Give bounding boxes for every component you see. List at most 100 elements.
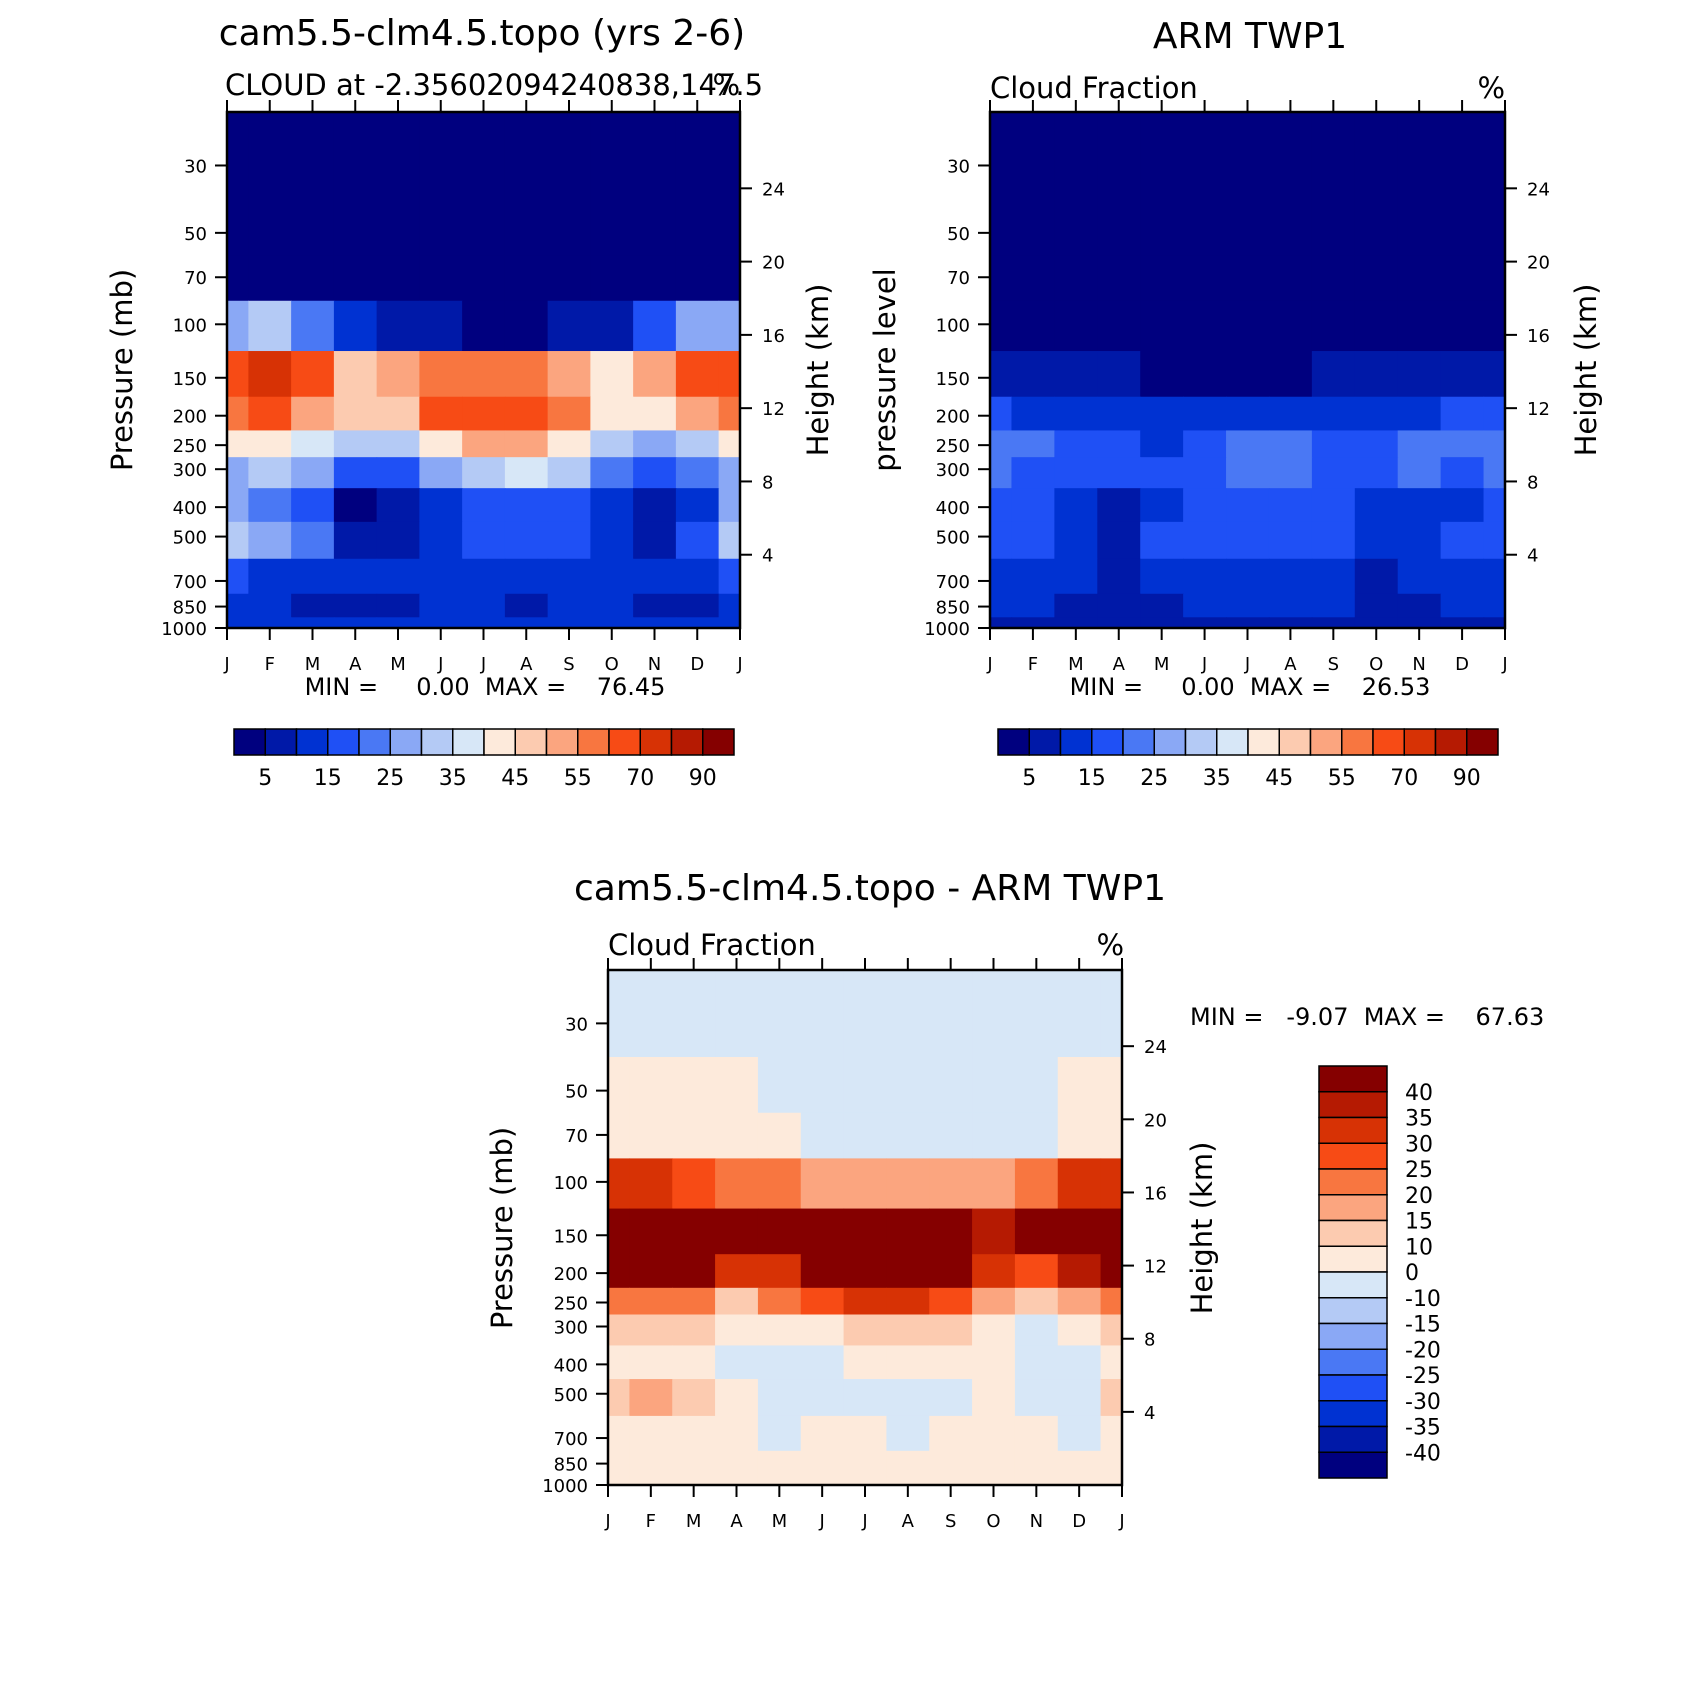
heatmap-cell xyxy=(972,1254,1016,1289)
colorbar-swatch xyxy=(1403,728,1437,756)
y-tick-label: 700 xyxy=(936,572,970,593)
heatmap-cell xyxy=(1014,1057,1059,1114)
y2-tick-label: 24 xyxy=(762,179,785,200)
x-tick-label: O xyxy=(1369,654,1383,675)
heatmap-cell xyxy=(1140,300,1184,352)
heatmap-cell xyxy=(227,488,249,523)
heatmap-cell xyxy=(718,255,741,302)
heatmap-cell xyxy=(929,1254,973,1289)
x-tick-label: J xyxy=(736,654,742,675)
colorbar-swatch xyxy=(1318,1297,1388,1325)
heatmap-cell xyxy=(800,1254,845,1289)
heatmap-cell xyxy=(1311,593,1356,618)
heatmap-cell xyxy=(1057,1379,1102,1417)
y-tick-label: 250 xyxy=(554,1294,588,1315)
heatmap-cell xyxy=(1183,457,1227,489)
y-tick-label: 850 xyxy=(173,598,207,619)
heatmap-cell xyxy=(1226,351,1270,398)
min-max-text: MIN = 0.00 MAX = 76.45 xyxy=(305,673,666,701)
x-tick-label: M xyxy=(772,1511,788,1532)
heatmap-cell xyxy=(715,1158,759,1210)
heatmap-cell xyxy=(843,1314,888,1347)
heatmap-cell xyxy=(715,1379,759,1417)
min-max-text: MIN = 0.00 MAX = 26.53 xyxy=(1070,673,1431,701)
heatmap-cell xyxy=(419,300,463,352)
heatmap-cell xyxy=(547,521,591,560)
colorbar-label: -20 xyxy=(1405,1338,1441,1363)
x-tick-label: J xyxy=(819,1511,825,1532)
heatmap-cell xyxy=(990,558,1013,595)
x-tick-label: O xyxy=(605,654,619,675)
y-tick-label: 500 xyxy=(173,528,207,549)
heatmap-cell xyxy=(990,199,1013,256)
y-tick-label: 30 xyxy=(565,1014,588,1035)
heatmap-cell xyxy=(291,430,335,458)
colorbar-swatch xyxy=(420,728,454,756)
heatmap-cell xyxy=(629,1415,673,1452)
heatmap-cell xyxy=(547,255,591,302)
colorbar-swatch xyxy=(1091,728,1124,756)
y-tick-label: 50 xyxy=(565,1082,588,1103)
heatmap-cell xyxy=(1397,255,1442,302)
heatmap-cell xyxy=(1183,558,1227,595)
colorbar-swatch xyxy=(1318,1348,1388,1376)
heatmap-cell xyxy=(1397,430,1442,458)
x-tick-label: A xyxy=(730,1511,743,1532)
frame-and-ticks: J F M A M J J A S O N D J 30 50 70 100 150 200 250 300 400 500… xyxy=(161,100,785,675)
heatmap-cell xyxy=(1226,488,1270,523)
heatmap-cell xyxy=(1226,457,1270,489)
heatmap-cell xyxy=(1097,255,1141,302)
heatmap-cell xyxy=(248,351,292,398)
heatmap-cell xyxy=(757,1450,802,1475)
colorbar-swatch xyxy=(1318,1142,1388,1170)
units-label: % xyxy=(712,68,740,102)
colorbar-label: 5 xyxy=(1022,766,1036,791)
heatmap-cell xyxy=(1014,1474,1059,1486)
heatmap-cell xyxy=(1140,351,1184,398)
heatmap-cell xyxy=(1440,558,1485,595)
heatmap-cell xyxy=(672,1208,716,1255)
heatmap-cell xyxy=(1100,1208,1123,1255)
heatmap-cell xyxy=(248,558,292,595)
x-tick-label: J xyxy=(1201,654,1207,675)
heatmap-cell xyxy=(1011,617,1055,629)
heatmap-cell xyxy=(227,558,249,595)
heatmap-cell xyxy=(248,396,292,432)
y-axis-label: Pressure (mb) xyxy=(485,1127,519,1329)
y2-tick-label: 16 xyxy=(1144,1183,1167,1204)
heatmap-cell xyxy=(504,488,549,523)
y2-tick-label: 12 xyxy=(1144,1257,1167,1278)
colorbar-label: 35 xyxy=(1203,766,1231,791)
heatmap-cell xyxy=(1226,593,1270,618)
y-tick-label: 100 xyxy=(936,315,970,336)
y2-tick-label: 20 xyxy=(1144,1110,1167,1131)
heatmap-cell xyxy=(590,521,634,560)
heatmap-cell xyxy=(1054,351,1098,398)
colorbar-label: 45 xyxy=(1265,766,1293,791)
heatmap-cell xyxy=(1354,351,1399,398)
heatmap-cell xyxy=(248,521,292,560)
x-tick-label: M xyxy=(1154,654,1170,675)
colorbar-swatch xyxy=(358,728,391,756)
heatmap-cell xyxy=(1440,457,1485,489)
heatmap-cell xyxy=(1057,970,1102,1058)
heatmap-cell xyxy=(1268,593,1313,618)
heatmap-cell xyxy=(800,1345,845,1380)
heatmap-cell xyxy=(504,593,549,618)
heatmap-cell xyxy=(886,970,930,1058)
heatmap-cell xyxy=(1140,112,1184,200)
heatmap-cell xyxy=(1097,457,1141,489)
heatmap-cell xyxy=(629,1450,673,1475)
heatmap-cell xyxy=(333,457,378,489)
heatmap-cell xyxy=(1140,593,1184,618)
heatmap-cell xyxy=(929,1345,973,1380)
heatmap-cell xyxy=(972,1057,1016,1114)
y2-tick-label: 16 xyxy=(1527,326,1550,347)
heatmap-cell xyxy=(376,430,420,458)
heatmap-cell xyxy=(675,430,720,458)
x-tick-label: N xyxy=(1030,1511,1043,1532)
colorbar-label: 55 xyxy=(1328,766,1356,791)
heatmap-cell xyxy=(675,199,720,256)
colorbar-swatch xyxy=(1341,728,1374,756)
